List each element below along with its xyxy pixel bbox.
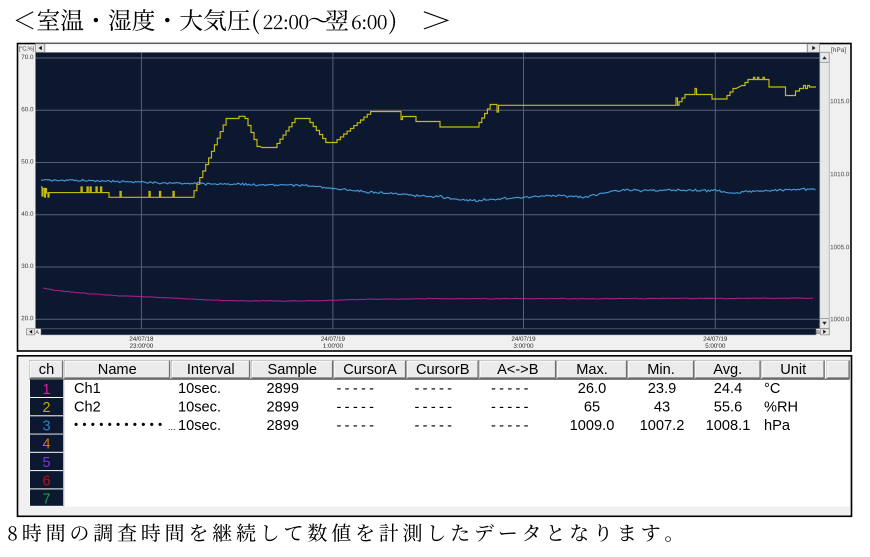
svg-text:55.6: 55.6	[714, 400, 742, 416]
svg-text:Interval: Interval	[187, 362, 235, 378]
svg-text:65: 65	[584, 400, 600, 416]
svg-text:1007.2: 1007.2	[640, 418, 685, 434]
svg-text:CursorB: CursorB	[416, 362, 470, 378]
svg-text:10sec.: 10sec.	[178, 381, 221, 397]
svg-text:Min.: Min.	[647, 362, 675, 378]
svg-text:4: 4	[42, 437, 50, 453]
svg-text:Name: Name	[98, 362, 137, 378]
svg-text:3: 3	[42, 419, 50, 435]
svg-text:-----: -----	[491, 381, 532, 397]
svg-text:-----: -----	[415, 381, 456, 397]
svg-text:6: 6	[42, 473, 50, 489]
svg-text:Unit: Unit	[780, 362, 806, 378]
svg-text:10sec.: 10sec.	[178, 400, 221, 416]
svg-text:43: 43	[654, 400, 670, 416]
svg-text:...: ...	[168, 422, 176, 432]
svg-text:-----: -----	[415, 400, 456, 416]
svg-text:2899: 2899	[267, 418, 299, 434]
svg-text:Ch1: Ch1	[74, 381, 101, 397]
svg-text:-----: -----	[491, 418, 532, 434]
svg-text:1: 1	[42, 382, 50, 398]
svg-text:-----: -----	[415, 418, 456, 434]
svg-text:26.0: 26.0	[578, 381, 606, 397]
svg-text:2899: 2899	[267, 381, 299, 397]
svg-text:A<->B: A<->B	[497, 362, 538, 378]
svg-text:Sample: Sample	[268, 362, 317, 378]
svg-text:7: 7	[42, 492, 50, 508]
svg-text:Max.: Max.	[576, 362, 608, 378]
svg-text:24.4: 24.4	[714, 381, 742, 397]
svg-text:%RH: %RH	[764, 400, 798, 416]
svg-text:Avg.: Avg.	[713, 362, 742, 378]
svg-text:2: 2	[42, 400, 50, 416]
svg-text:1009.0: 1009.0	[570, 418, 615, 434]
svg-text:5: 5	[42, 455, 50, 471]
svg-text:CursorA: CursorA	[343, 362, 397, 378]
svg-text:2899: 2899	[267, 400, 299, 416]
svg-text:°C: °C	[764, 381, 780, 397]
svg-text:-----: -----	[337, 400, 378, 416]
svg-text:ch: ch	[39, 362, 54, 378]
svg-text:-----: -----	[491, 400, 532, 416]
svg-text:•••••••••••: •••••••••••	[74, 417, 166, 431]
svg-text:23.9: 23.9	[648, 381, 676, 397]
svg-text:hPa: hPa	[764, 418, 791, 434]
svg-text:1008.1: 1008.1	[706, 418, 751, 434]
svg-text:-----: -----	[337, 381, 378, 397]
svg-text:10sec.: 10sec.	[178, 418, 221, 434]
svg-text:-----: -----	[337, 418, 378, 434]
svg-text:Ch2: Ch2	[74, 400, 101, 416]
